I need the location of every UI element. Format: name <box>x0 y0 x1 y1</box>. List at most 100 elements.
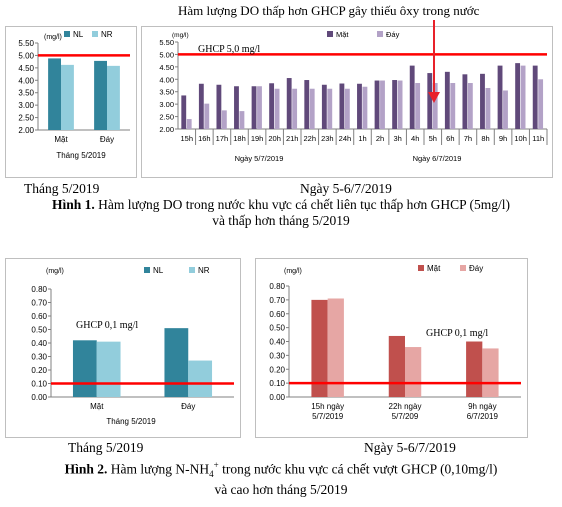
y-tick-label: 4.50 <box>18 64 34 73</box>
y-tick-label: 5.50 <box>18 39 34 48</box>
legend-label-đáy: Đáy <box>469 264 483 273</box>
figure1-caption-line1: Hàm lượng DO trong nước khu vực cá chết … <box>94 197 510 212</box>
category-label: 3h <box>393 134 401 143</box>
bar-mặt <box>286 78 292 129</box>
legend-swatch-mặt <box>327 31 333 37</box>
bar-mặt <box>321 84 327 129</box>
category-label: 22h <box>304 134 317 143</box>
figure2-caption-sub: 4 <box>209 469 214 480</box>
bar-nr <box>188 360 213 397</box>
bar-mặt <box>304 80 310 129</box>
figure2-caption: Hình 2. Hàm lượng N-NH4+ trong nước khu … <box>0 457 562 498</box>
bar-mặt <box>497 65 503 129</box>
bar-đáy <box>485 87 491 129</box>
bar-đáy <box>450 83 456 129</box>
figure2-caption-sup: + <box>213 460 219 470</box>
y-tick-label: 0.20 <box>31 366 47 375</box>
category-label: 6h <box>446 134 454 143</box>
bar-nr <box>107 65 120 130</box>
category-label: Đáy <box>100 135 114 144</box>
category-label: 21h <box>286 134 299 143</box>
bar-đáy <box>186 119 192 129</box>
legend-swatch-mặt <box>418 265 424 271</box>
chart-nh4-july: 0.00 0.10 0.20 0.30 0.40 0.50 0.60 0.70 0.80 (mg/… <box>255 258 528 438</box>
group-label: Ngày 5/7/2019 <box>235 154 284 163</box>
y-tick-label: 3.00 <box>159 100 174 109</box>
bar-đáy <box>482 348 499 397</box>
bar-mặt <box>339 83 345 129</box>
category-label: 10h <box>514 134 527 143</box>
category-label: 9h ngày <box>468 402 496 411</box>
legend-swatch-nl <box>144 267 150 273</box>
legend-swatch-nl <box>64 31 70 37</box>
bar-đáy <box>344 88 350 129</box>
y-tick-label: 5.00 <box>18 51 34 60</box>
y-tick-label: 0.60 <box>31 312 47 321</box>
bar-đáy <box>405 347 422 397</box>
y-tick-label: 2.00 <box>159 125 174 134</box>
bar-nr <box>61 64 74 130</box>
y-tick-label: 2.00 <box>18 126 34 135</box>
bar-mặt <box>234 86 239 129</box>
figure2-caption-line1: Hàm lượng N-NH <box>107 461 210 477</box>
category-label: 1h <box>358 134 366 143</box>
category-label: 5h <box>429 134 437 143</box>
bar-nr <box>96 341 121 397</box>
chart-nh4-may-svg: 0.00 0.10 0.20 0.30 0.40 0.50 0.60 0.70 0.80 (mg/… <box>31 266 234 426</box>
unit-label: (mg/l) <box>172 32 189 39</box>
y-tick-label: 0.20 <box>269 365 285 374</box>
figure1-caption: Hình 1. Hàm lượng DO trong nước khu vực … <box>0 197 562 229</box>
bar-mặt <box>515 63 521 129</box>
limit-label: GHCP 0,1 mg/l <box>426 328 488 339</box>
category-label: 5/7/2019 <box>312 412 344 421</box>
bar-mặt <box>466 341 483 397</box>
bar-đáy <box>380 80 385 129</box>
chart-do-july-svg: 2.00 2.50 3.00 3.50 4.00 4.50 5.00 5.50(mg/l) 15… <box>159 30 548 163</box>
limit-label: GHCP 5,0 mg/l <box>198 44 260 55</box>
legend-swatch-nr <box>92 31 98 37</box>
category-label: 15h <box>181 134 194 143</box>
y-tick-label: 0.40 <box>269 338 285 347</box>
annotation-arrow-layer <box>428 20 440 103</box>
category-label: 22h ngày <box>389 402 422 411</box>
y-tick-label: 0.70 <box>31 299 47 308</box>
y-tick-label: 2.50 <box>159 113 174 122</box>
annotation-arrow-head <box>428 92 440 103</box>
y-tick-label: 3.50 <box>159 88 174 97</box>
category-label: 6/7/2019 <box>467 412 499 421</box>
y-tick-label: 4.00 <box>18 76 34 85</box>
bar-đáy <box>292 88 298 129</box>
legend-label-nl: NL <box>153 266 164 275</box>
bar-đáy <box>432 83 438 129</box>
y-tick-label: 0.50 <box>31 326 47 335</box>
bar-đáy <box>309 88 315 129</box>
bar-đáy <box>327 298 344 397</box>
bar-mặt <box>181 95 187 129</box>
bar-đáy <box>327 88 333 129</box>
legend-swatch-đáy <box>377 31 383 37</box>
fig2-right-label: Ngày 5-6/7/2019 <box>364 440 456 455</box>
bar-mặt <box>409 65 415 129</box>
unit-label: (mg/l) <box>46 268 64 275</box>
chart-nh4-july-svg: 0.00 0.10 0.20 0.30 0.40 0.50 0.60 0.70 0.80 (mg/… <box>269 264 521 421</box>
y-tick-label: 0.00 <box>269 393 285 402</box>
category-label: 23h <box>321 134 334 143</box>
bar-đáy <box>503 90 508 129</box>
bar-đáy <box>362 86 368 129</box>
bar-đáy <box>538 79 544 129</box>
unit-label: (mg/l) <box>44 34 62 41</box>
bar-đáy <box>204 103 210 129</box>
y-tick-label: 0.80 <box>31 285 47 294</box>
y-tick-label: 4.50 <box>159 63 174 72</box>
y-tick-label: 0.10 <box>269 379 285 388</box>
y-tick-label: 0.10 <box>31 380 47 389</box>
y-tick-label: 2.50 <box>18 114 34 123</box>
y-tick-label: 5.50 <box>159 38 174 47</box>
category-label: 18h <box>233 134 246 143</box>
x-axis-title: Tháng 5/2019 <box>56 151 106 160</box>
legend-label-nr: NR <box>101 30 113 39</box>
figure1-caption-line2: và thấp hơn tháng 5/2019 <box>212 213 350 228</box>
y-tick-label: 0.80 <box>269 282 285 291</box>
bar-mặt <box>532 65 538 129</box>
chart-do-may-svg: 2.00 2.50 3.00 3.50 4.00 4.50 5.00 5.50 (mg/l) Mặ… <box>18 30 130 160</box>
